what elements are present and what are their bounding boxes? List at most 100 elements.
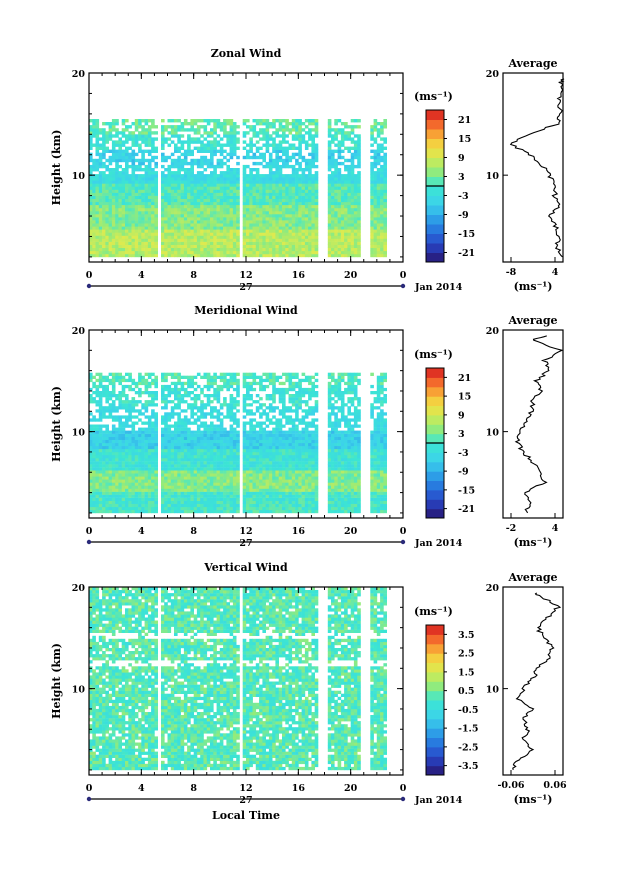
heatmap-cell xyxy=(111,192,116,196)
heatmap-cell xyxy=(249,207,253,212)
heatmap-cell xyxy=(327,186,332,190)
heatmap-cell xyxy=(285,149,289,153)
heatmap-cell xyxy=(128,494,132,498)
heatmap-cell xyxy=(255,223,260,227)
heatmap-cell xyxy=(164,415,168,419)
heatmap-cell xyxy=(376,146,381,150)
heatmap-cell xyxy=(291,229,296,233)
heatmap-cell xyxy=(121,143,126,147)
heatmap-cell xyxy=(255,220,260,224)
heatmap-cell xyxy=(180,143,185,147)
heatmap-cell xyxy=(347,247,351,252)
heatmap-cell xyxy=(180,244,185,248)
heatmap-cell xyxy=(92,125,96,129)
heatmap-cell xyxy=(337,152,342,157)
heatmap-cell xyxy=(236,217,240,221)
heatmap-cell xyxy=(141,433,145,437)
heatmap-cell xyxy=(216,238,221,242)
heatmap-cell xyxy=(203,214,208,218)
heatmap-cell xyxy=(144,158,149,163)
heatmap-cell xyxy=(265,223,270,227)
heatmap-cell xyxy=(380,177,384,181)
heatmap-cell xyxy=(210,409,214,413)
heatmap-cell xyxy=(144,214,149,218)
heatmap-cell xyxy=(327,198,332,203)
heatmap-cell xyxy=(144,189,149,193)
heatmap-cell xyxy=(134,137,139,141)
heatmap-cell xyxy=(111,177,116,181)
heatmap-cell xyxy=(131,253,136,258)
heatmap-cell xyxy=(174,494,178,498)
heatmap-cell xyxy=(92,433,96,437)
heatmap-cell xyxy=(131,387,136,392)
heatmap-cell xyxy=(370,229,374,233)
heatmap-cell xyxy=(203,455,208,459)
heatmap-cell xyxy=(213,168,217,172)
heatmap-cell xyxy=(206,229,211,233)
heatmap-cell xyxy=(298,226,302,230)
heatmap-cell xyxy=(262,155,266,160)
heatmap-cell xyxy=(147,400,152,404)
heatmap-cell xyxy=(334,164,338,169)
heatmap-cell xyxy=(193,412,198,416)
heatmap-cell xyxy=(229,217,234,221)
heatmap-cell xyxy=(331,210,335,215)
heatmap-cell xyxy=(193,406,198,410)
heatmap-cell xyxy=(147,372,152,376)
heatmap-cell xyxy=(167,177,172,181)
heatmap-cell xyxy=(125,155,129,160)
heatmap-cell xyxy=(272,140,276,144)
heatmap-cell xyxy=(108,470,113,474)
heatmap-cell xyxy=(249,220,253,224)
heatmap-cell xyxy=(229,204,234,209)
heatmap-cell xyxy=(196,241,201,245)
heatmap-cell xyxy=(308,229,312,233)
heatmap-cell xyxy=(92,238,96,242)
heatmap-cell xyxy=(383,220,387,224)
heatmap-cell xyxy=(226,183,230,187)
heatmap-cell xyxy=(249,155,253,160)
heatmap-cell xyxy=(347,146,351,150)
heatmap-cell xyxy=(272,174,276,178)
heatmap-cell xyxy=(170,455,175,459)
heatmap-cell xyxy=(167,155,172,160)
heatmap-cell xyxy=(200,387,204,392)
heatmap-cell xyxy=(183,223,188,227)
heatmap-cell xyxy=(164,186,168,190)
heatmap-cell xyxy=(183,424,188,428)
heatmap-cell xyxy=(196,424,201,428)
heatmap-cell xyxy=(105,158,109,163)
heatmap-cell xyxy=(272,201,276,206)
heatmap-cell xyxy=(301,192,306,196)
heatmap-cell xyxy=(174,391,178,395)
heatmap-cell xyxy=(144,436,149,440)
heatmap-cell xyxy=(167,470,172,474)
heatmap-cell xyxy=(180,418,185,422)
heatmap-cell xyxy=(193,418,198,422)
heatmap-cell xyxy=(291,226,296,230)
heatmap-cell xyxy=(141,247,145,252)
heatmap-cell xyxy=(144,131,149,135)
heatmap-cell xyxy=(118,180,122,184)
heatmap-cell xyxy=(92,509,96,514)
heatmap-cell xyxy=(262,189,266,193)
heatmap-cell xyxy=(180,503,185,508)
heatmap-cell xyxy=(380,149,384,153)
heatmap-cell xyxy=(131,476,136,480)
heatmap-cell xyxy=(115,189,119,193)
heatmap-cell xyxy=(187,458,191,462)
heatmap-cell xyxy=(187,235,191,239)
heatmap-cell xyxy=(200,409,204,413)
heatmap-cell xyxy=(190,204,194,209)
heatmap-cell xyxy=(89,497,93,501)
heatmap-cell xyxy=(246,207,250,212)
heatmap-cell xyxy=(190,174,194,178)
heatmap-cell xyxy=(147,497,152,501)
heatmap-cell xyxy=(213,253,217,258)
heatmap-cell xyxy=(295,250,299,255)
heatmap-cell xyxy=(216,415,221,419)
heatmap-cell xyxy=(174,128,178,132)
heatmap-cell xyxy=(353,223,358,227)
heatmap-cell xyxy=(180,217,185,221)
heatmap-cell xyxy=(232,198,237,203)
